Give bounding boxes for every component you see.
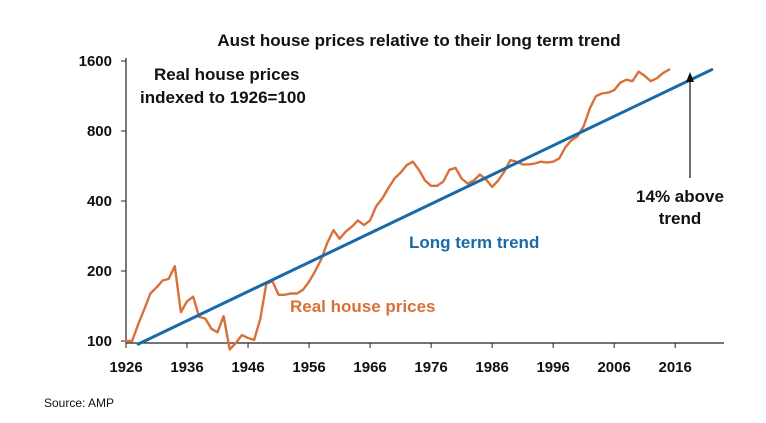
above-trend-line1: 14% above bbox=[636, 187, 724, 206]
x-tick-label: 1956 bbox=[292, 359, 325, 376]
x-ticks: 1926 1936 1946 1956 1966 1976 1986 1996 2006 2016 bbox=[109, 343, 692, 376]
x-tick-label: 1976 bbox=[414, 359, 447, 376]
trend-label: Long term trend bbox=[409, 233, 539, 252]
source-note: Source: AMP bbox=[44, 396, 115, 410]
y-tick-label: 1600 bbox=[79, 53, 112, 70]
plot-area bbox=[124, 68, 714, 351]
series-line-long-term-trend bbox=[136, 68, 714, 346]
x-tick-label: 2016 bbox=[658, 359, 691, 376]
y-tick-label: 800 bbox=[87, 123, 112, 140]
chart-title: Aust house prices relative to their long… bbox=[217, 31, 620, 50]
x-tick-label: 1946 bbox=[231, 359, 264, 376]
x-tick-label: 1986 bbox=[475, 359, 508, 376]
prices-label: Real house prices bbox=[290, 297, 436, 316]
y-tick-label: 200 bbox=[87, 263, 112, 280]
annotation-arrow-head bbox=[686, 72, 694, 82]
y-tick-label: 400 bbox=[87, 193, 112, 210]
x-tick-label: 1936 bbox=[170, 359, 203, 376]
x-tick-label: 1926 bbox=[109, 359, 142, 376]
y-tick-label: 100 bbox=[87, 333, 112, 350]
x-tick-label: 1996 bbox=[536, 359, 569, 376]
y-ticks: 100 200 400 800 1600 bbox=[79, 53, 126, 350]
above-trend-line2: trend bbox=[659, 209, 702, 228]
index-note-line2: indexed to 1926=100 bbox=[140, 88, 306, 107]
index-note-line1: Real house prices bbox=[154, 65, 300, 84]
x-tick-label: 1966 bbox=[353, 359, 386, 376]
x-tick-label: 2006 bbox=[597, 359, 630, 376]
